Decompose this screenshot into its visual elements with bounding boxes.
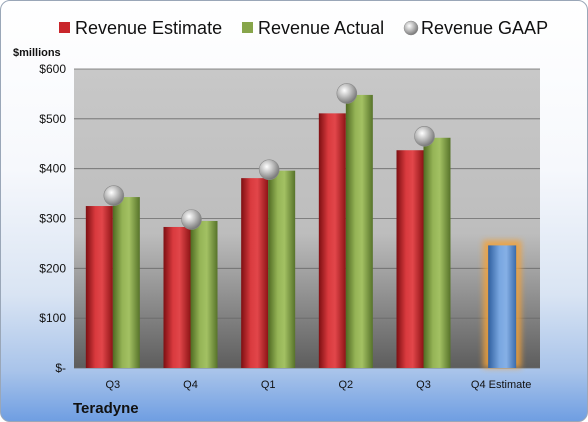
bar-revenue-actual bbox=[345, 94, 373, 368]
x-tick-label: Q4 Estimate bbox=[471, 379, 532, 391]
y-tick-label: $300 bbox=[39, 212, 66, 226]
y-tick-label: $500 bbox=[39, 112, 66, 126]
legend-label: Revenue Actual bbox=[258, 18, 384, 38]
x-tick-label: Q3 bbox=[105, 379, 120, 391]
bar-revenue-actual bbox=[423, 137, 451, 368]
legend: Revenue Estimate Revenue Actual Revenue GA… bbox=[59, 18, 548, 38]
x-tick-label: Q4 bbox=[183, 379, 198, 391]
bar-revenue-actual bbox=[190, 220, 218, 368]
x-tick-label: Q1 bbox=[261, 379, 276, 391]
bar-revenue-estimate bbox=[318, 113, 346, 368]
bar-revenue-estimate bbox=[163, 226, 191, 368]
legend-label: Revenue GAAP bbox=[421, 18, 548, 38]
marker-revenue-gaap bbox=[336, 83, 358, 104]
company-name: Teradyne bbox=[73, 400, 139, 417]
y-tick-label: $400 bbox=[39, 162, 66, 176]
legend-swatch bbox=[242, 22, 253, 33]
bar-q4-estimate bbox=[488, 245, 517, 368]
marker-revenue-gaap bbox=[414, 125, 435, 147]
bar-revenue-actual bbox=[112, 197, 140, 368]
bar-revenue-estimate bbox=[241, 178, 269, 368]
x-tick-label: Q3 bbox=[416, 379, 431, 391]
marker-revenue-gaap bbox=[181, 209, 202, 230]
y-tick-label: $100 bbox=[39, 311, 66, 325]
y-tick-label: $200 bbox=[39, 261, 66, 275]
legend-swatch bbox=[403, 20, 419, 36]
y-axis-unit: $millions bbox=[13, 47, 61, 59]
bar-revenue-estimate bbox=[396, 150, 424, 368]
y-tick-label: $600 bbox=[39, 62, 66, 76]
x-tick-label: Q2 bbox=[338, 379, 353, 391]
bar-revenue-actual bbox=[268, 170, 296, 368]
y-tick-label: $- bbox=[55, 361, 66, 375]
legend-swatch bbox=[59, 22, 70, 33]
legend-label: Revenue Estimate bbox=[75, 18, 222, 38]
marker-revenue-gaap bbox=[103, 185, 125, 206]
marker-revenue-gaap bbox=[258, 159, 280, 180]
bar-revenue-estimate bbox=[85, 206, 113, 368]
